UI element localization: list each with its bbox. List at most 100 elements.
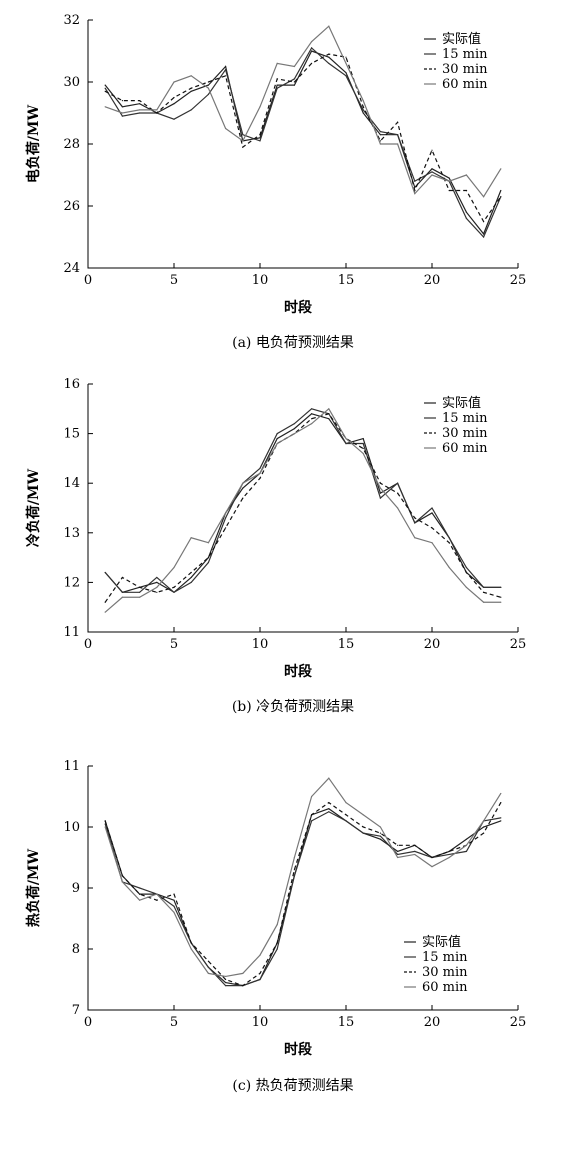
data-point [173, 905, 175, 907]
data-point [207, 81, 209, 83]
data-point [328, 802, 330, 804]
data-point [362, 447, 364, 450]
data-point [173, 893, 175, 895]
x-tick-label: 5 [170, 1015, 178, 1030]
data-point [156, 109, 158, 111]
data-point [293, 78, 295, 80]
data-point [448, 566, 450, 569]
data-point [328, 408, 330, 410]
data-point [500, 802, 502, 804]
data-point [448, 177, 450, 179]
data-point [139, 893, 141, 895]
data-point [121, 576, 123, 579]
data-point [207, 84, 209, 86]
data-point [190, 571, 192, 574]
data-point [121, 106, 123, 108]
data-point [362, 100, 364, 102]
data-point [207, 557, 209, 559]
data-point [431, 527, 433, 529]
data-point [156, 586, 158, 588]
data-point [362, 109, 364, 111]
series-line-1 [104, 50, 502, 236]
data-point [242, 134, 244, 136]
data-point [328, 25, 330, 27]
x-axis-label: 时段 [284, 1041, 312, 1058]
data-point [379, 492, 381, 494]
y-tick-label: 12 [63, 575, 80, 590]
data-point [225, 512, 227, 514]
chart-caption: (c) 热负荷预测结果 [232, 1078, 353, 1094]
data-point [379, 497, 381, 499]
x-tick-label: 15 [338, 273, 355, 288]
data-point [293, 84, 295, 86]
data-point [276, 62, 278, 64]
data-point [465, 571, 467, 574]
y-axis-label: 冷负荷/MW [25, 469, 42, 548]
data-point [293, 428, 295, 430]
data-point [242, 985, 244, 987]
data-point [362, 442, 364, 445]
data-point [448, 180, 450, 182]
data-point [379, 482, 381, 484]
data-point [139, 899, 141, 901]
x-axis-label: 时段 [284, 299, 312, 316]
data-point [414, 853, 416, 856]
data-point [328, 808, 330, 810]
data-point [483, 236, 485, 238]
data-point [242, 487, 244, 489]
data-point [465, 566, 467, 569]
data-point [190, 942, 192, 944]
data-point [293, 81, 295, 83]
chart-panel-3: 0 5 10 15 20 25 7 8 9 10 11 时段 热负荷/MW (c) 热负荷预测结果 实际值1… [25, 759, 526, 1094]
data-point [465, 174, 467, 176]
data-point [225, 127, 227, 130]
data-point [121, 112, 123, 114]
data-point [431, 149, 433, 151]
data-point [225, 981, 227, 984]
data-point [483, 832, 485, 834]
data-point [448, 856, 450, 859]
data-point [465, 211, 467, 213]
x-tick-label: 25 [510, 1015, 527, 1030]
data-point [431, 171, 433, 173]
data-point [362, 106, 364, 108]
data-point [397, 482, 399, 484]
data-point [156, 112, 158, 114]
data-point [207, 966, 209, 968]
data-point [362, 437, 364, 440]
data-point [345, 75, 347, 77]
data-point [414, 844, 416, 846]
data-point [379, 143, 381, 145]
data-point [259, 106, 261, 108]
y-axis-label: 热负荷/MW [25, 849, 42, 928]
legend-entry: 60 min [442, 77, 488, 92]
data-point [276, 437, 278, 440]
data-point [328, 56, 330, 58]
data-point [190, 581, 192, 584]
data-point [276, 87, 278, 89]
data-point [431, 542, 433, 544]
data-point [104, 611, 106, 613]
data-point [225, 75, 227, 77]
data-point [448, 853, 450, 856]
x-tick-label: 15 [338, 637, 355, 652]
data-point [259, 467, 261, 469]
data-point [379, 134, 381, 136]
data-point [173, 586, 175, 588]
data-point [293, 433, 295, 435]
legend-entry: 15 min [442, 47, 488, 62]
data-point [276, 924, 278, 926]
y-tick-label: 13 [63, 526, 80, 541]
data-point [328, 418, 330, 420]
data-point [293, 423, 295, 425]
data-point [293, 856, 295, 859]
data-point [121, 591, 123, 593]
data-point [139, 109, 141, 111]
data-point [139, 100, 141, 102]
data-point [500, 792, 502, 795]
data-point [276, 942, 278, 944]
data-point [448, 542, 450, 544]
legend-entry: 60 min [442, 441, 488, 456]
x-tick-label: 0 [84, 1015, 92, 1030]
data-point [362, 814, 364, 816]
